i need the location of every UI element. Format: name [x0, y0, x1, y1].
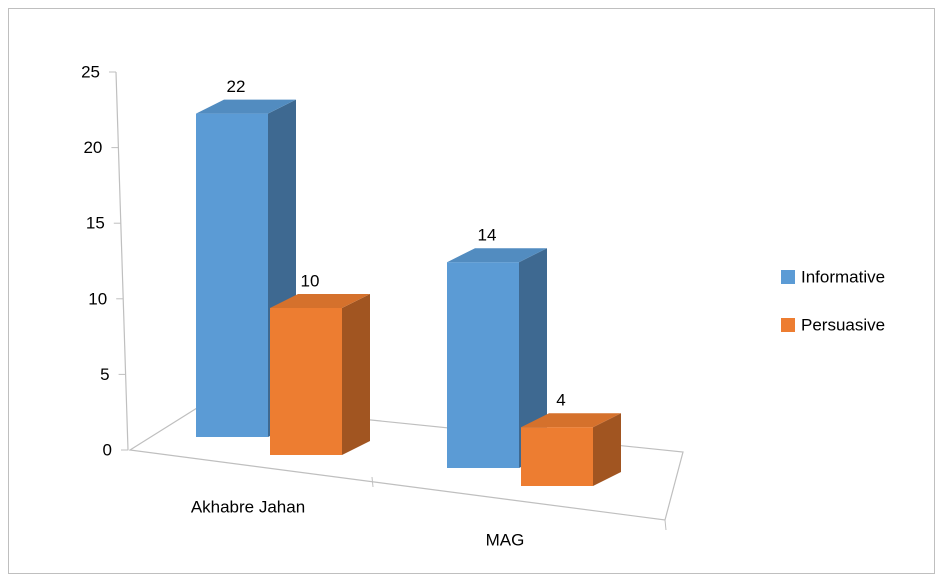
- x-tick-label: Akhabre Jahan: [191, 497, 305, 516]
- legend-label: Informative: [801, 267, 885, 286]
- floor: [128, 402, 684, 521]
- data-label: 4: [556, 391, 565, 410]
- data-label: 10: [301, 271, 320, 290]
- y-tick-label: 20: [83, 138, 102, 157]
- bar-top: [447, 248, 547, 263]
- bar-side: [519, 248, 547, 468]
- legend-swatch: [781, 270, 795, 284]
- bar: [521, 427, 593, 486]
- y-tick-label: 15: [86, 214, 105, 233]
- legend-label: Persuasive: [801, 315, 885, 334]
- bar: [447, 262, 519, 468]
- bar-side: [342, 294, 370, 455]
- y-tick-label: 10: [88, 289, 107, 308]
- y-tick-label: 5: [100, 365, 109, 384]
- data-label: 14: [478, 226, 497, 245]
- y-tick-label: 0: [103, 440, 112, 459]
- x-tick-label: MAG: [486, 530, 525, 549]
- category-divider: [664, 519, 667, 531]
- bar-top: [270, 294, 370, 308]
- y-axis: [115, 71, 129, 451]
- category-divider: [371, 476, 374, 488]
- y-tick-label: 25: [81, 62, 100, 81]
- bar-top: [521, 413, 621, 428]
- bar: [196, 113, 268, 437]
- bar: [270, 308, 342, 455]
- data-label: 22: [227, 77, 246, 96]
- bar-top: [196, 99, 296, 114]
- bar-side: [593, 413, 621, 486]
- legend-swatch: [781, 318, 795, 332]
